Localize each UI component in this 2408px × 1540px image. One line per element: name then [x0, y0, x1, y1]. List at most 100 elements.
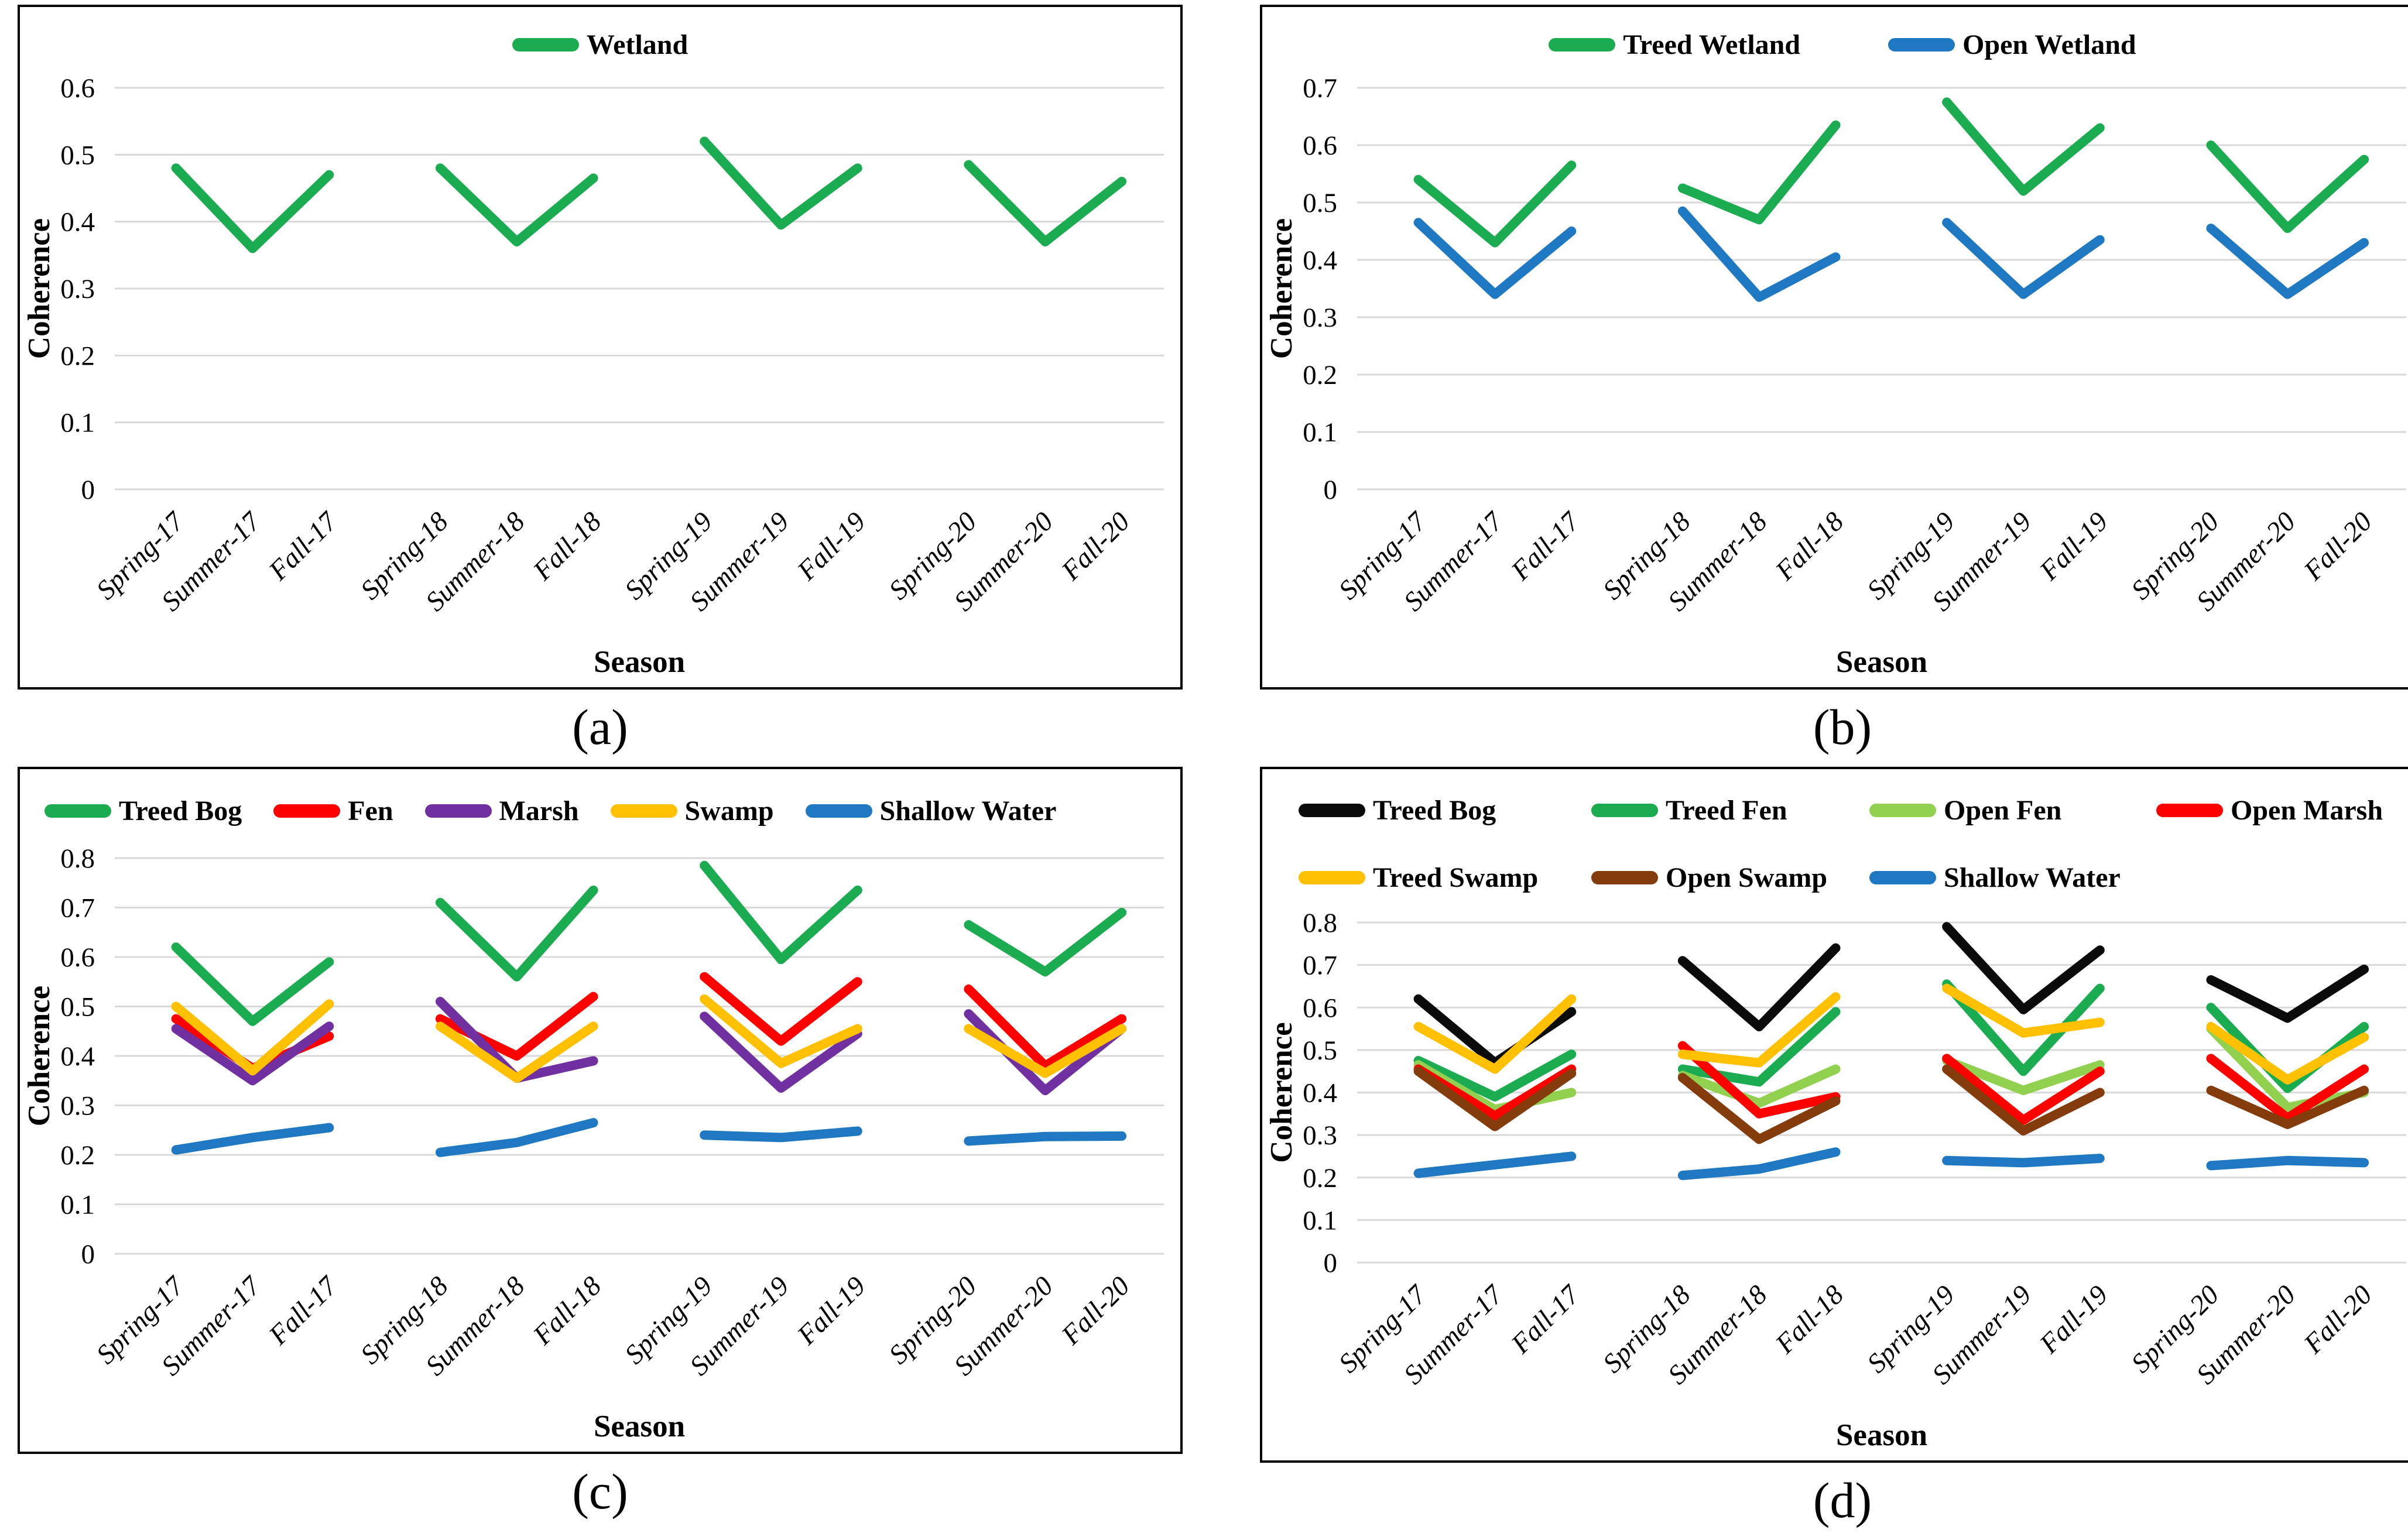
- legend-swatch-marsh: [424, 804, 492, 818]
- x-tick-label: Fall-17: [263, 1270, 344, 1351]
- x-axis-title: Season: [594, 1409, 685, 1443]
- line-segment: [1942, 983, 2105, 1038]
- y-tick-label: 0.6: [60, 942, 95, 973]
- legend-item-treed-wetland: Treed Wetland: [1549, 29, 1800, 61]
- line-segment: [2206, 1085, 2369, 1129]
- line-segment: [2206, 224, 2369, 299]
- y-tick-label: 0.2: [1303, 360, 1337, 390]
- x-tick-label: Fall-19: [791, 506, 871, 586]
- line-segment: [1413, 994, 1577, 1074]
- y-tick-label: 0.5: [60, 140, 95, 170]
- legend-swatch-fen: [273, 804, 341, 818]
- legend-swatch-open-fen: [1869, 804, 1936, 817]
- gridlines: [1357, 921, 2406, 1264]
- line-segment: [1677, 206, 1841, 302]
- legend-swatch-treed-bog: [1299, 804, 1365, 817]
- panel-label-c: (c): [572, 1463, 628, 1520]
- x-tick-label: Fall-19: [2033, 506, 2114, 586]
- y-tick-labels: 0 0.1 0.2 0.3 0.4 0.5 0.6: [60, 73, 95, 505]
- y-tick-label: 0: [81, 475, 95, 505]
- x-tick-label: Fall-20: [1056, 506, 1136, 586]
- panel-cell-b: Treed Wetland Open Wetland 0 0.1 0.2 0.3 0.4 0…: [1204, 5, 2408, 767]
- panel-a: Wetland 0 0.1 0.2 0.3 0.4 0.5 0.6 Spring-17 Summ…: [18, 5, 1183, 690]
- y-tick-label: 0.5: [1303, 1035, 1337, 1066]
- legend-label: Marsh: [499, 795, 579, 826]
- line-segment: [435, 1021, 598, 1083]
- y-axis-title: Coherence: [22, 986, 56, 1126]
- legend-swatch-wetland: [512, 37, 579, 52]
- line-segment: [1942, 1064, 2105, 1136]
- legend-a: Wetland: [20, 16, 1180, 73]
- line-segment: [700, 860, 862, 965]
- legend-swatch-swamp: [610, 804, 677, 818]
- line-segment: [2206, 1021, 2369, 1085]
- line-segment: [964, 1131, 1127, 1146]
- legend-label: Shallow Water: [879, 795, 1057, 826]
- coherence-chart-c: 0 0.1 0.2 0.3 0.4 0.5 0.6 0.7 0.8 Spring-17Summer…: [22, 843, 1164, 1443]
- line-segment: [1413, 218, 1577, 299]
- legend-label: Wetland: [586, 29, 689, 60]
- series-open-swamp: [1413, 1064, 2369, 1144]
- legend-label: Swamp: [684, 795, 774, 826]
- y-tick-label: 0.8: [1303, 908, 1337, 938]
- line-segment: [1942, 1054, 2105, 1125]
- line-segment: [700, 1126, 862, 1143]
- series-open-marsh: [1413, 1041, 2369, 1125]
- line-segment: [1677, 1147, 1841, 1181]
- coherence-chart-a: 0 0.1 0.2 0.3 0.4 0.5 0.6 Spring-17Summer-17Fal…: [22, 73, 1164, 679]
- legend-item-wetland: Wetland: [512, 29, 688, 61]
- x-tick-label: Fall-18: [1769, 506, 1849, 586]
- legend-item-swamp: Swamp: [610, 795, 774, 827]
- x-tick-label: Fall-20: [2298, 506, 2378, 586]
- line-segment: [964, 907, 1127, 977]
- legend-item-open-marsh: Open Marsh: [2156, 794, 2405, 826]
- line-segment: [171, 1021, 334, 1086]
- line-segment: [1413, 994, 1577, 1068]
- legend-swatch-treed-bog: [44, 804, 111, 818]
- y-tick-label: 0.1: [60, 1190, 95, 1220]
- legend-item-treed-bog: Treed Bog: [44, 795, 242, 827]
- line-segment: [700, 994, 862, 1068]
- line-segment: [1677, 120, 1841, 225]
- legend-item-shallow-water: Shallow Water: [1869, 862, 2156, 894]
- line-segment: [964, 984, 1127, 1071]
- y-tick-label: 0: [81, 1239, 95, 1270]
- y-tick-label: 0.1: [1303, 1205, 1337, 1236]
- y-tick-label: 0.2: [60, 1140, 95, 1171]
- y-tick-label: 0.8: [60, 843, 95, 874]
- panel-label-b: (b): [1813, 699, 1872, 755]
- y-tick-label: 0.6: [1303, 131, 1337, 161]
- line-segment: [1942, 97, 2105, 196]
- legend-item-treed-swamp: Treed Swamp: [1299, 862, 1591, 894]
- x-tick-label: Fall-18: [1769, 1280, 1849, 1360]
- x-tick-label: Fall-17: [1505, 1278, 1587, 1360]
- y-tick-label: 0.4: [60, 207, 95, 238]
- legend-swatch-shallow-water: [1869, 871, 1936, 884]
- legend-item-open-fen: Open Fen: [1869, 794, 2156, 826]
- y-axis-title: Coherence: [22, 218, 56, 359]
- y-axis-title: Coherence: [1265, 218, 1299, 359]
- panel-cell-a: Wetland 0 0.1 0.2 0.3 0.4 0.5 0.6 Spring-17 Summ…: [0, 5, 1204, 767]
- line-segment: [1677, 1064, 1841, 1108]
- y-tick-labels: 0 0.1 0.2 0.3 0.4 0.5 0.6 0.7: [1303, 73, 1337, 505]
- line-segment: [1942, 979, 2105, 1076]
- series-shallow-water: [171, 1118, 1127, 1157]
- legend-item-open-wetland: Open Wetland: [1888, 29, 2136, 61]
- series-swamp: [171, 994, 1127, 1083]
- line-segment: [1677, 943, 1841, 1031]
- line-segment: [2206, 1155, 2369, 1171]
- line-segment: [1413, 1151, 1577, 1178]
- line-segment: [700, 1011, 862, 1093]
- line-segment: [1677, 992, 1841, 1068]
- line-segment: [1677, 1073, 1841, 1144]
- x-tick-label: Fall-18: [527, 1271, 607, 1351]
- x-axis-title: Season: [1836, 1418, 1927, 1452]
- legend-label: Shallow Water: [1944, 862, 2121, 893]
- line-segment: [2206, 1054, 2369, 1123]
- legend-label: Treed Bog: [119, 795, 242, 826]
- line-segment: [964, 160, 1127, 246]
- line-segment: [171, 999, 334, 1076]
- gridlines: [1357, 87, 2406, 491]
